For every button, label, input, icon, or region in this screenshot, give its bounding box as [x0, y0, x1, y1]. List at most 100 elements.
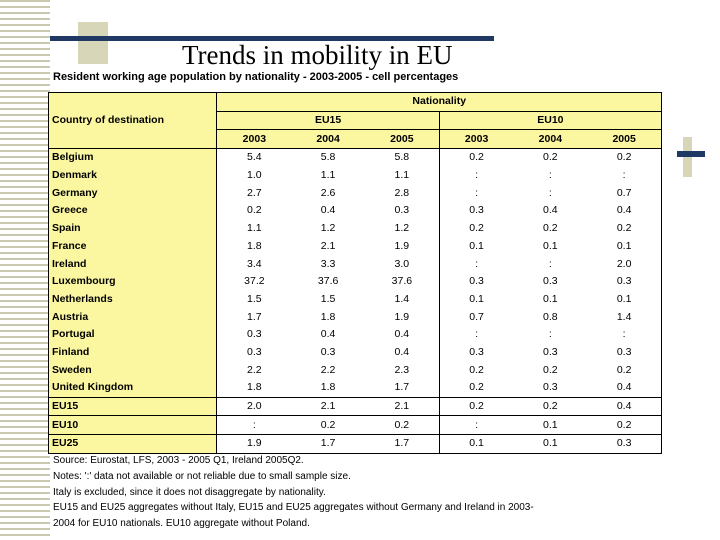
table-cell: :	[475, 257, 479, 270]
row-label: Netherlands	[48, 290, 218, 309]
table-cell: 3.0	[364, 255, 440, 273]
table-row: France 1.8 2.1 1.9 0.1 0.1 0.1	[48, 237, 662, 256]
table-cell: 2.0	[616, 257, 632, 270]
table-cell: 1.4	[364, 290, 440, 309]
note-line: 2004 for EU10 nationals. EU10 aggregate …	[53, 518, 310, 530]
group-header-eu10: EU10	[439, 111, 662, 131]
row-label: Sweden	[48, 361, 218, 379]
table-cell: 5.8	[320, 151, 336, 164]
table-row: United Kingdom 1.8 1.8 1.7 0.2 0.3 0.4	[48, 379, 662, 398]
table-cell: 3.4	[247, 257, 262, 270]
table-cell: 1.4	[616, 310, 632, 323]
table-cell: 1.8	[247, 239, 262, 252]
table-row: Belgium 5.4 5.8 5.8 0.2 0.2 0.2	[48, 148, 662, 167]
table-cell: 0.1	[616, 292, 632, 305]
table-cell: 37.6	[317, 275, 339, 288]
table-cell: 0.2	[320, 418, 336, 431]
table-row: Germany 2.7 2.6 2.8:: 0.7	[48, 184, 662, 203]
table-cell: 0.7	[616, 186, 632, 199]
right-decorative-square	[683, 137, 692, 177]
table-cell: :	[622, 328, 626, 341]
table-cell: 0.2	[469, 381, 484, 394]
table-cell: 0.2	[543, 363, 558, 376]
mobility-table: Country of destination Nationality EU15 …	[48, 92, 662, 454]
row-label: Luxembourg	[48, 272, 218, 291]
table-cell: 37.6	[364, 272, 440, 291]
table-cell: 0.4	[616, 204, 632, 217]
table-cell: 1.1	[247, 222, 262, 235]
row-label: EU10	[48, 415, 218, 435]
table-cell: 5.4	[247, 151, 262, 164]
table-cell: 1.8	[320, 381, 336, 394]
table-cell: 0.2	[247, 204, 262, 217]
row-label: Portugal	[48, 325, 218, 344]
table-cell: 0.2	[616, 151, 632, 164]
table-cell: :	[548, 186, 552, 199]
row-label: Spain	[48, 219, 218, 238]
table-cell: 0.2	[543, 400, 558, 413]
table-cell: 1.9	[247, 437, 262, 450]
note-line: Notes: ':' data not available or not rel…	[53, 470, 351, 482]
table-cell: 0.4	[364, 343, 440, 362]
table-cell: 0.3	[616, 437, 632, 450]
table-cell: 1.9	[364, 237, 440, 256]
table-cell: 0.3	[616, 275, 632, 288]
table-cell: :	[475, 186, 479, 199]
table-cell: 0.4	[616, 400, 632, 413]
row-label: EU15	[48, 397, 218, 416]
table-row: Luxembourg 37.2 37.6 37.6 0.3 0.3 0.3	[48, 272, 662, 291]
table-cell: 0.2	[469, 363, 484, 376]
row-label: Denmark	[48, 166, 218, 185]
group-header-eu15: EU15	[216, 111, 440, 131]
table-cell: 0.1	[616, 239, 632, 252]
table-cell: 0.2	[543, 222, 558, 235]
year-header: 2005	[587, 129, 662, 150]
table-cell: 0.3	[247, 345, 262, 358]
table-cell: 0.3	[543, 275, 558, 288]
row-label: United Kingdom	[48, 379, 218, 398]
header-row-groups: EU15 EU10	[49, 111, 662, 131]
table-row: Spain 1.1 1.2 1.2 0.2 0.2 0.2	[48, 219, 662, 238]
table-cell: 1.1	[320, 169, 336, 182]
table-cell: 0.4	[364, 325, 440, 344]
table-cell: 1.8	[247, 381, 262, 394]
table-cell: 0.1	[469, 292, 484, 305]
table-row: EU10: 0.2 0.2: 0.1 0.2	[48, 415, 662, 435]
row-label: Austria	[48, 308, 218, 326]
table-cell: 0.2	[616, 418, 632, 431]
table-cell: 1.7	[364, 379, 440, 398]
row-label: Ireland	[48, 255, 218, 273]
table-cell: 1.2	[320, 222, 336, 235]
table-cell: 1.2	[364, 219, 440, 238]
table-row: Austria 1.7 1.8 1.9 0.7 0.8 1.4	[48, 308, 662, 326]
year-header: 2004	[513, 129, 588, 150]
table-cell: 37.2	[244, 275, 265, 288]
table-cell: 2.2	[247, 363, 262, 376]
table-cell: 0.4	[320, 328, 336, 341]
decorative-square	[78, 22, 108, 64]
left-decorative-stripes	[0, 0, 50, 540]
year-header: 2005	[364, 129, 440, 150]
table-row: Netherlands 1.5 1.5 1.4 0.1 0.1 0.1	[48, 290, 662, 309]
table-cell: 0.1	[543, 292, 558, 305]
table-cell: 0.1	[469, 437, 484, 450]
slide-title: Trends in mobility in EU	[182, 40, 453, 70]
year-header: 2003	[439, 129, 514, 150]
table-cell: 0.2	[469, 400, 484, 413]
table-cell: 0.3	[364, 202, 440, 220]
row-label: Finland	[48, 343, 218, 362]
year-header: 2003	[216, 129, 292, 150]
row-label: Greece	[48, 202, 218, 220]
table-cell: 1.5	[247, 292, 262, 305]
table-cell: 0.2	[543, 151, 558, 164]
table-cell: 0.2	[616, 222, 632, 235]
table-cell: 2.8	[364, 184, 440, 203]
table-notes: Source: Eurostat, LFS, 2003 - 2005 Q1, I…	[53, 453, 673, 532]
table-cell: 0.8	[543, 310, 558, 323]
table-cell: 1.0	[247, 169, 262, 182]
table-cell: 1.7	[364, 434, 440, 454]
right-decorative-bar	[677, 151, 705, 157]
table-cell: 2.1	[364, 397, 440, 416]
table-cell: 0.1	[543, 437, 558, 450]
table-cell: 0.2	[469, 151, 484, 164]
